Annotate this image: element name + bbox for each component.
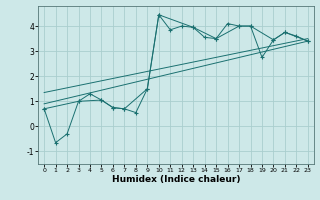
X-axis label: Humidex (Indice chaleur): Humidex (Indice chaleur) xyxy=(112,175,240,184)
